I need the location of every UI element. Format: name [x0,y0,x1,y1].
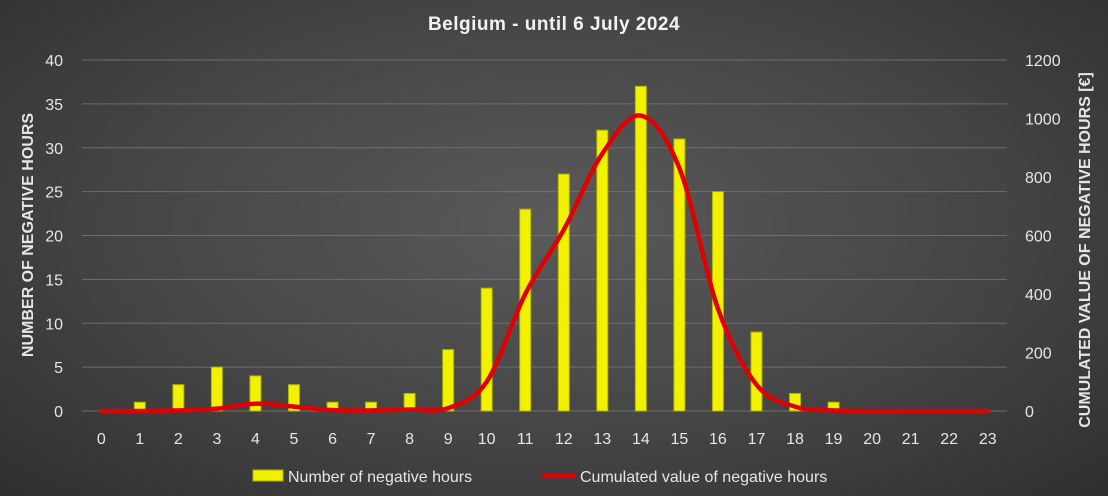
x-tick-label: 11 [517,431,534,448]
y-tick-label: 25 [45,185,63,202]
cumulated-line-layer [99,113,990,414]
bar-hour-9 [442,349,455,412]
x-tick-label: 1 [135,431,144,448]
x-tick-label: 21 [902,431,920,448]
bar-hour-4 [249,375,262,412]
x-tick-label: 2 [174,431,183,448]
x-tick-label: 23 [979,431,997,448]
y2-axis-title: CUMULATED VALUE OF NEGATIVE HOURS [€] [1077,72,1094,428]
x-tick-label: 6 [328,431,337,448]
y-tick-label: 5 [54,360,63,377]
x-tick-label: 22 [940,431,958,448]
x-tick-label: 12 [555,431,573,448]
y2-tick-label: 0 [1025,404,1034,421]
x-tick-label: 5 [290,431,299,448]
bar-hour-15 [673,138,686,412]
y-tick-label: 40 [45,53,63,70]
bars [133,85,840,412]
y-tick-label: 15 [45,272,63,289]
bar-hour-16 [711,191,724,412]
y-tick-label: 30 [45,141,63,158]
y2-tick-label: 1000 [1025,112,1061,129]
x-tick-label: 15 [670,431,688,448]
bar-hour-11 [519,208,532,412]
bar-hour-2 [172,384,185,412]
x-tick-label: 4 [251,431,260,448]
x-tick-label: 10 [478,431,496,448]
legend-swatch-bar [252,469,284,482]
x-tick-label: 13 [593,431,611,448]
x-tick-label: 7 [367,431,376,448]
x-tick-label: 18 [786,431,804,448]
x-tick-label: 0 [97,431,106,448]
y-tick-label: 10 [45,316,63,333]
x-tick-label: 3 [212,431,221,448]
bar-hour-5 [287,384,300,412]
cumulated-value-line [99,113,990,414]
legend: Number of negative hours Cumulated value … [252,469,827,486]
legend-label-line: Cumulated value of negative hours [580,469,827,486]
x-tick-label: 9 [444,431,453,448]
y2-tick-label: 800 [1025,170,1052,187]
legend-label-bar: Number of negative hours [288,469,472,486]
x-tick-label: 19 [825,431,843,448]
y-tick-label: 0 [54,404,63,421]
y-tick-label: 20 [45,229,63,246]
bar-hour-18 [789,392,802,412]
y2-tick-label: 1200 [1025,53,1061,70]
bar-hour-10 [480,287,493,412]
bar-hour-17 [750,331,763,412]
bar-hour-13 [596,129,609,412]
y2-tick-label: 600 [1025,229,1052,246]
y-axis-title: NUMBER OF NEGATIVE HOURS [20,113,37,357]
bar-hour-14 [634,85,647,412]
x-tick-label: 17 [748,431,766,448]
x-tick-label: 20 [863,431,881,448]
bar-hour-3 [210,366,223,412]
x-tick-label: 16 [709,431,727,448]
bar-hour-12 [557,173,570,412]
x-tick-label: 8 [405,431,414,448]
chart-title: Belgium - until 6 July 2024 [428,14,680,35]
y-tick-label: 35 [45,97,63,114]
y2-tick-label: 200 [1025,346,1052,363]
y2-tick-label: 400 [1025,287,1052,304]
gridlines [82,59,1007,412]
x-tick-label: 14 [632,431,650,448]
